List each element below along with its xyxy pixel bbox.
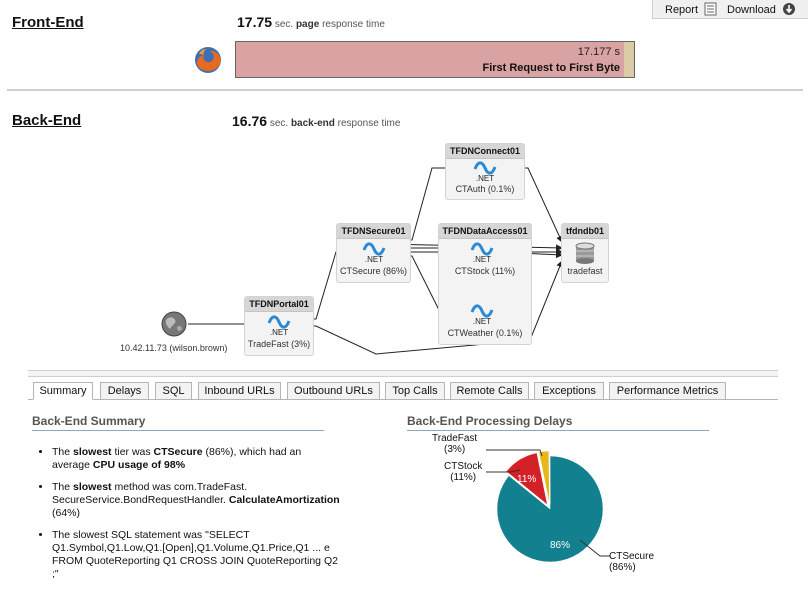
first-byte-value: 17.177 s	[577, 46, 620, 58]
tab-exceptions[interactable]: Exceptions	[534, 382, 604, 400]
node-tfdnconnect01[interactable]: TFDNConnect01 .NET CTAuth (0.1%)	[445, 143, 525, 200]
tier-label: CTAuth (0.1%)	[455, 184, 515, 194]
summary-item-slowest-sql: The slowest SQL statement was "SELECT Q1…	[52, 529, 342, 581]
svg-text:.NET: .NET	[473, 255, 491, 264]
backend-time-unit: sec.	[269, 118, 289, 129]
node-host: TFDNPortal01	[245, 297, 313, 312]
backend-time-value: 16.76	[232, 113, 268, 129]
download-button-label: Download	[727, 4, 776, 16]
node-host: TFDNSecure01	[337, 224, 410, 239]
leader-tradefast	[486, 449, 543, 457]
tab-inbound-urls[interactable]: Inbound URLs	[198, 382, 281, 400]
bar-remainder	[624, 42, 634, 77]
database-icon	[575, 242, 595, 264]
leader-ctstock	[486, 469, 521, 473]
delays-title: Back-End Processing Delays	[407, 414, 573, 428]
client-label: 10.42.11.73 (wilson.brown)	[120, 343, 228, 353]
frontend-time-value: 17.75	[237, 14, 273, 30]
dotnet-icon: .NET	[470, 242, 494, 264]
tab-outbound-urls[interactable]: Outbound URLs	[287, 382, 380, 400]
first-byte-label: First Request to First Byte	[482, 62, 620, 74]
delays-title-underline	[407, 430, 709, 431]
pie-label-ctstock: CTStock (11%)	[444, 461, 483, 483]
pie-slice-ctstock	[505, 452, 548, 506]
backend-response-time: 16.76 sec. back-end response time	[232, 113, 400, 129]
node-host: tfdndb01	[562, 224, 608, 239]
tier-label: TradeFast (3%)	[247, 339, 311, 349]
backend-time-kind: back-end	[290, 118, 335, 129]
firefox-icon	[195, 47, 221, 73]
download-icon	[782, 3, 795, 15]
pie-inner-label-ctstock: 11%	[517, 474, 537, 485]
node-tfdnsecure01[interactable]: TFDNSecure01 .NET CTSecure (86%)	[336, 223, 411, 283]
pie-label-tradefast: TradeFast (3%)	[432, 433, 478, 455]
frontend-time-suffix: response time	[322, 19, 385, 30]
svg-text:.NET: .NET	[473, 317, 491, 326]
tier-label: tradefast	[567, 266, 603, 276]
node-host: TFDNDataAccess01	[439, 224, 531, 239]
report-icon	[704, 2, 717, 16]
leader-ctsecure	[579, 539, 610, 557]
tier-label: CTStock (11%)	[454, 266, 516, 276]
summary-title: Back-End Summary	[32, 414, 146, 428]
topology-edges	[188, 164, 563, 355]
dotnet-icon: .NET	[473, 161, 497, 183]
summary-item-slowest-method: The slowest method was com.TradeFast. Se…	[52, 481, 342, 520]
svg-text:.NET: .NET	[365, 255, 383, 264]
node-tfdnportal01[interactable]: TFDNPortal01 .NET TradeFast (3%)	[244, 296, 314, 356]
first-byte-bar: 17.177 s First Request to First Byte	[235, 41, 635, 78]
frontend-title: Front-End	[12, 14, 84, 31]
frontend-time-unit: sec.	[274, 19, 294, 30]
summary-title-underline	[32, 430, 324, 431]
tab-summary[interactable]: Summary	[33, 382, 93, 400]
summary-list: The slowest tier was CTSecure (86%), whi…	[32, 446, 342, 590]
svg-text:.NET: .NET	[476, 174, 494, 183]
tab-performance-metrics[interactable]: Performance Metrics	[609, 382, 726, 400]
dotnet-icon: .NET	[362, 242, 386, 264]
tab-remote-calls[interactable]: Remote Calls	[450, 382, 529, 400]
svg-text:.NET: .NET	[270, 328, 288, 337]
node-tfdndb01[interactable]: tfdndb01 tradefast	[561, 223, 609, 283]
dotnet-icon: .NET	[470, 304, 494, 326]
pie-slice-ctsecure	[496, 455, 604, 563]
tier-label: CTWeather (0.1%)	[447, 328, 523, 338]
pie-inner-label-ctsecure: 86%	[550, 540, 571, 551]
frontend-time-kind: page	[295, 19, 320, 30]
section-divider	[7, 89, 803, 91]
pie-label-ctsecure: CTSecure (86%)	[609, 551, 655, 573]
tab-sql[interactable]: SQL	[155, 382, 192, 400]
pie-slice-tradefast	[538, 450, 550, 505]
frontend-response-time: 17.75 sec. page response time	[237, 14, 385, 30]
report-button-label: Report	[665, 4, 699, 16]
tier-label: CTSecure (86%)	[339, 266, 408, 276]
node-tfdndataaccess01[interactable]: TFDNDataAccess01 .NET CTStock (11%) .NET…	[438, 223, 532, 345]
backend-title: Back-End	[12, 112, 82, 129]
client-globe-icon	[161, 311, 187, 337]
backend-time-suffix: response time	[337, 118, 401, 129]
node-host: TFDNConnect01	[446, 144, 524, 159]
tab-delays[interactable]: Delays	[100, 382, 149, 400]
toolbar: Report Download	[652, 0, 808, 19]
report-button[interactable]: Report	[665, 2, 717, 16]
download-button[interactable]: Download	[727, 2, 796, 16]
delays-pie-chart	[486, 449, 610, 563]
summary-item-slowest-tier: The slowest tier was CTSecure (86%), whi…	[52, 446, 342, 472]
dotnet-icon: .NET	[267, 315, 291, 337]
tab-top-calls[interactable]: Top Calls	[385, 382, 445, 400]
panel-splitter[interactable]	[28, 370, 778, 377]
